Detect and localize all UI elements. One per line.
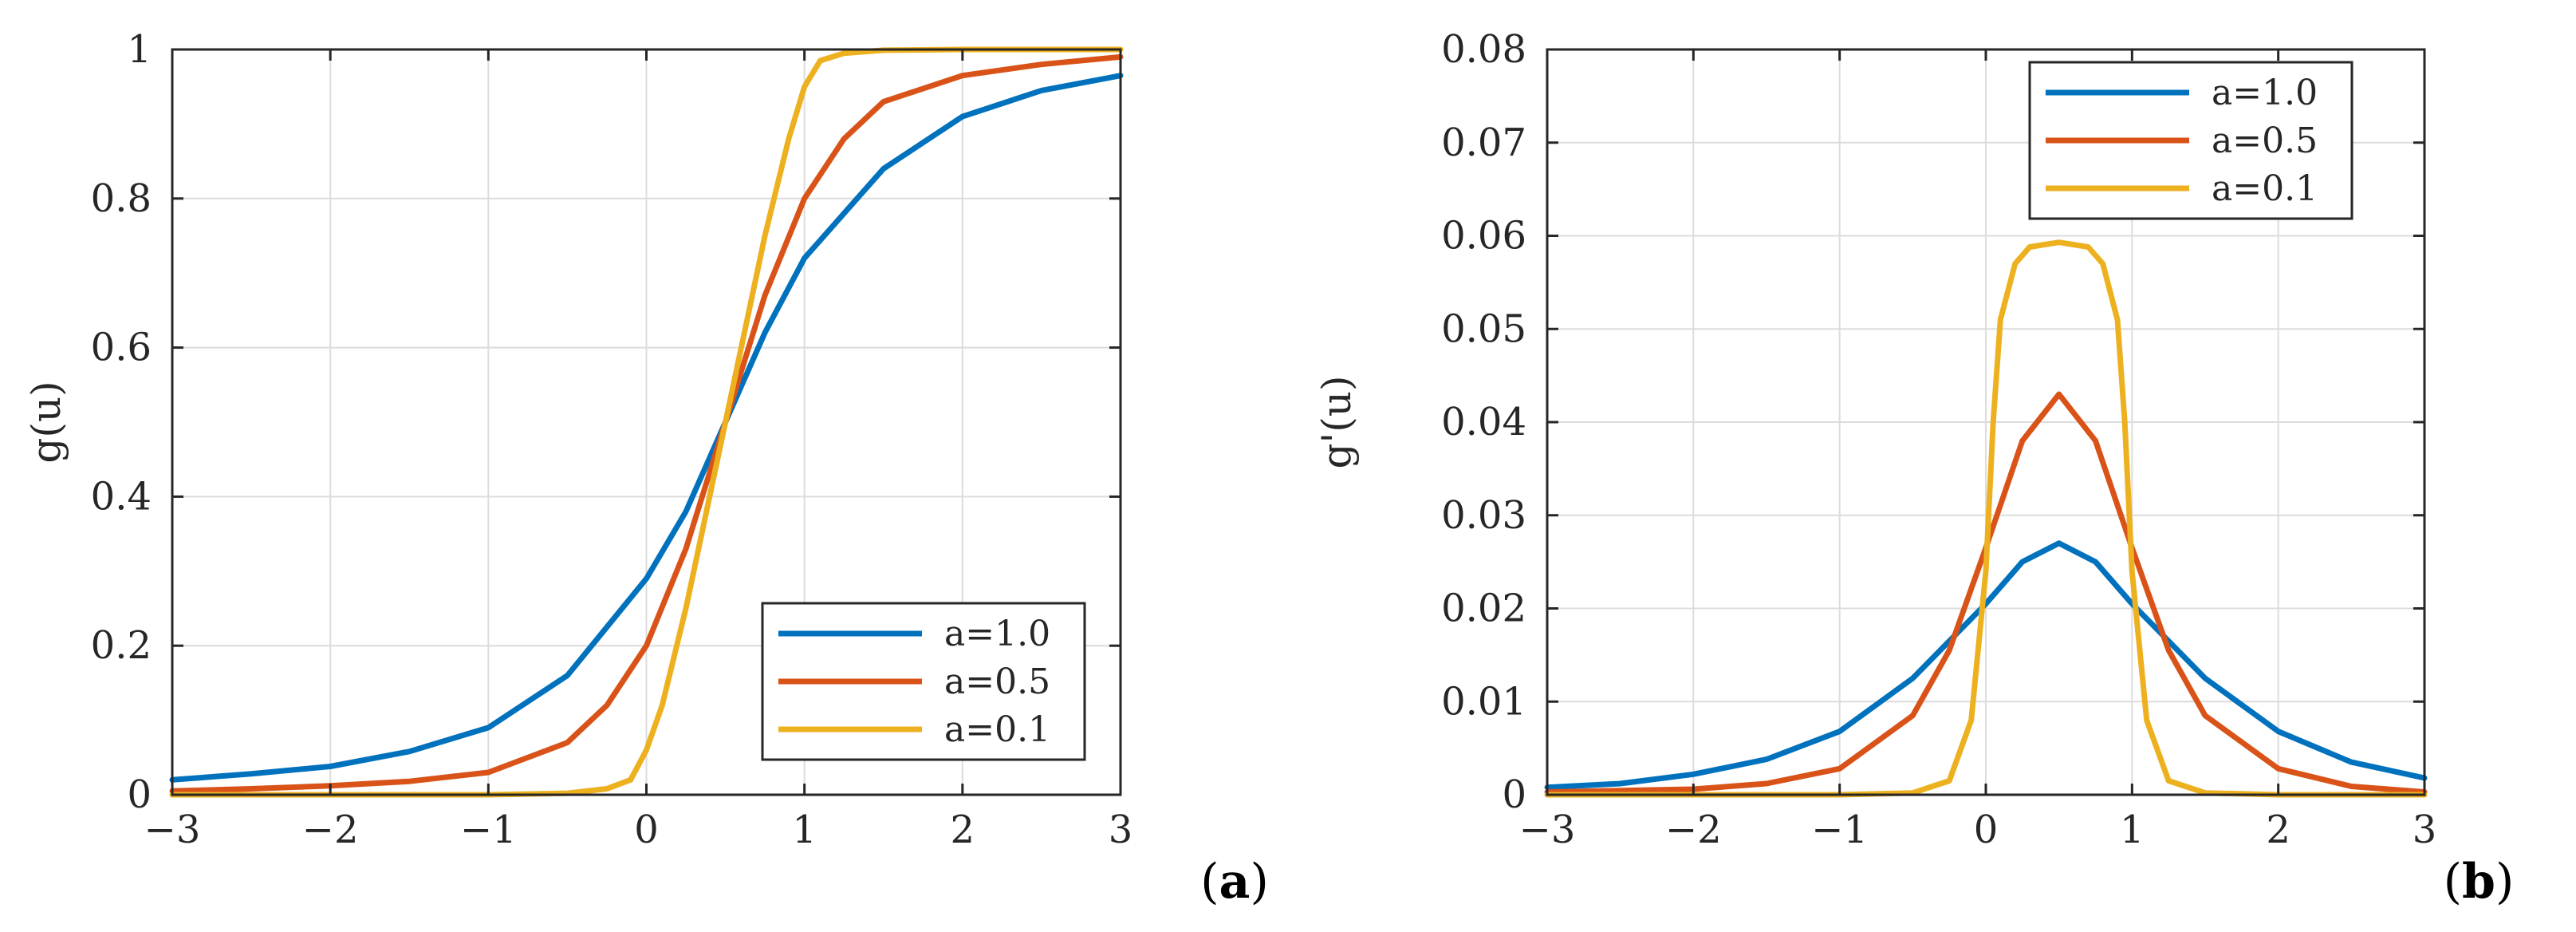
x-tick-label: 1 bbox=[792, 808, 817, 852]
series-line-a-0-5 bbox=[1544, 391, 2428, 795]
y-tick-label: 0.04 bbox=[1441, 400, 1526, 444]
y-tick-label: 0.02 bbox=[1441, 586, 1526, 631]
y-tick-label: 0 bbox=[127, 772, 152, 817]
y-tick-label: 0.08 bbox=[1441, 27, 1526, 72]
y-tick-label: 1 bbox=[127, 27, 152, 72]
y-tick-label: 0 bbox=[1502, 772, 1526, 817]
x-tick-label: 3 bbox=[2413, 808, 2437, 852]
panel-label: (b) bbox=[2444, 854, 2515, 910]
y-tick-label: 0.8 bbox=[91, 176, 152, 221]
legend-entry: a=0.1 bbox=[944, 709, 1050, 750]
series-line-a-0-1 bbox=[1544, 239, 2428, 798]
x-tick-label: −3 bbox=[1519, 808, 1576, 852]
y-tick-label: 0.05 bbox=[1441, 306, 1526, 351]
y-tick-label: 0.01 bbox=[1441, 679, 1526, 724]
x-tick-label: −1 bbox=[460, 808, 517, 852]
x-tick-label: −3 bbox=[144, 808, 201, 852]
chart-panel-a: −3 −2 −1 0 1 2 300.20.40.60.81g(u)a=1.0a=0.5a=… bbox=[23, 27, 1269, 910]
series-line-a-0-5 bbox=[169, 53, 1124, 794]
legend-entry: a=1.0 bbox=[2212, 73, 2318, 113]
legend-entry: a=0.5 bbox=[2212, 120, 2318, 161]
y-tick-label: 0.06 bbox=[1441, 214, 1526, 259]
y-tick-label: 0.2 bbox=[91, 623, 152, 668]
series-line-a-1-0 bbox=[169, 73, 1124, 783]
x-tick-label: −2 bbox=[302, 808, 359, 852]
x-tick-label: 3 bbox=[1109, 808, 1133, 852]
panel-label: (a) bbox=[1200, 854, 1269, 910]
legend: a=1.0 a=0.5 a=0.1 bbox=[2028, 61, 2353, 220]
legend: a=1.0 a=0.5 a=0.1 bbox=[761, 602, 1086, 761]
chart-panel-b: −3 −2 −1 0 1 2 3 0 0.01 0.02 0.03 0.04 0.05 0.06 0.07 0… bbox=[1314, 27, 2514, 910]
y-tick-label: 0.4 bbox=[91, 474, 152, 519]
x-tick-label: 0 bbox=[1974, 808, 1999, 852]
y-axis-label: g(u) bbox=[23, 381, 69, 463]
x-tick-label: −2 bbox=[1665, 808, 1722, 852]
legend-entry: a=0.1 bbox=[2212, 168, 2318, 209]
legend-entry: a=0.5 bbox=[944, 661, 1050, 702]
series-line-a-0-1 bbox=[169, 46, 1124, 798]
y-tick-label: 0.03 bbox=[1441, 493, 1526, 538]
y-axis-label: g'(u) bbox=[1314, 376, 1360, 469]
series-line-a-1-0 bbox=[1544, 540, 2428, 791]
x-tick-label: −1 bbox=[1811, 808, 1868, 852]
y-tick-label: 0.07 bbox=[1441, 120, 1526, 165]
x-tick-label: 1 bbox=[2120, 808, 2145, 852]
x-tick-label: 2 bbox=[951, 808, 975, 852]
y-tick-label: 0.6 bbox=[91, 326, 152, 370]
x-tick-label: 2 bbox=[2266, 808, 2290, 852]
x-tick-label: 0 bbox=[634, 808, 659, 852]
legend-entry: a=1.0 bbox=[944, 614, 1050, 654]
